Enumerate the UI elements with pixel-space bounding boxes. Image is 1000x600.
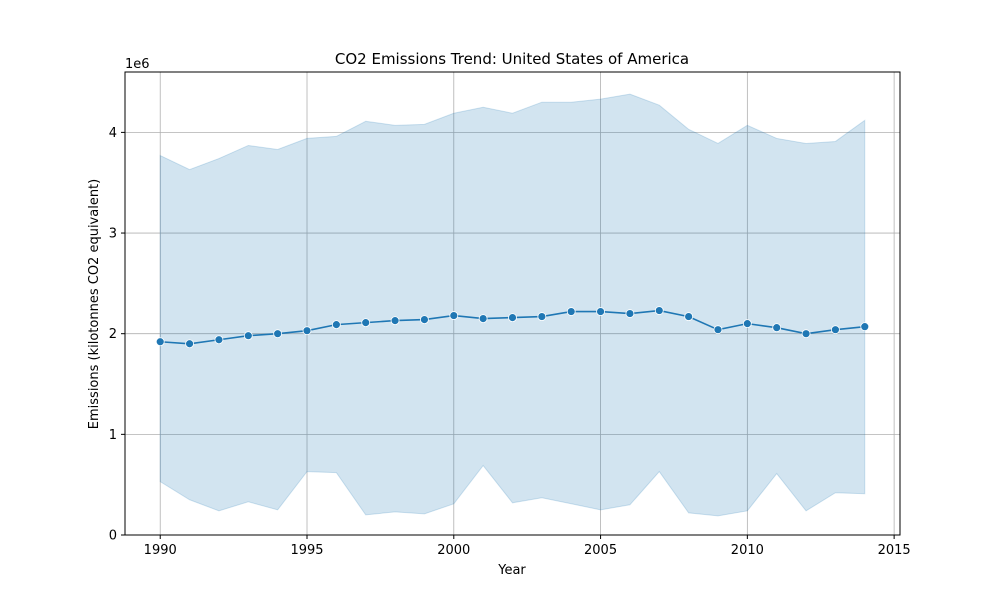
data-point xyxy=(420,315,429,325)
y-tick-label: 1 xyxy=(109,428,117,443)
data-point xyxy=(831,325,840,335)
data-point xyxy=(566,307,576,316)
data-point xyxy=(185,339,194,349)
x-tick-label: 1995 xyxy=(290,543,323,558)
data-point xyxy=(449,311,459,320)
data-point xyxy=(361,318,371,328)
data-point xyxy=(625,309,635,318)
data-point xyxy=(390,316,400,326)
x-axis-ticks: 1990 1995 2000 2005 2010 2015 xyxy=(144,535,911,558)
data-point xyxy=(596,307,605,316)
x-tick-label: 2000 xyxy=(437,543,470,558)
y-axis-label: Emissions (kilotonnes CO2 equivalent) xyxy=(87,179,102,429)
plot-frame xyxy=(124,71,901,536)
data-point xyxy=(331,320,341,330)
x-tick-label: 2005 xyxy=(584,543,617,558)
data-point xyxy=(155,337,165,347)
data-point xyxy=(273,329,283,339)
data-point xyxy=(860,322,870,332)
x-axis-label: Year xyxy=(497,563,526,578)
data-point xyxy=(537,312,547,321)
confidence-band xyxy=(159,93,866,517)
y-axis-offset-label: 1e6 xyxy=(125,57,150,72)
y-tick-label: 2 xyxy=(109,327,117,342)
data-point xyxy=(302,326,312,336)
y-tick-label: 3 xyxy=(109,227,117,242)
x-tick-label: 1990 xyxy=(144,543,177,558)
y-tick-label: 0 xyxy=(109,529,117,544)
confidence-band-layer xyxy=(159,93,866,517)
data-point xyxy=(772,323,782,333)
x-tick-label: 2010 xyxy=(731,543,764,558)
x-tick-label: 2015 xyxy=(878,543,911,558)
data-point xyxy=(243,331,253,341)
y-axis-ticks: 0 1 2 3 4 xyxy=(109,126,125,544)
chart-title: CO2 Emissions Trend: United States of Am… xyxy=(335,50,689,68)
data-point xyxy=(713,325,723,335)
data-point xyxy=(508,313,517,322)
data-point xyxy=(478,314,488,323)
data-point xyxy=(801,329,811,339)
data-points-layer xyxy=(155,306,870,349)
data-point xyxy=(742,319,752,329)
y-tick-label: 4 xyxy=(109,126,117,141)
data-point xyxy=(214,335,224,345)
data-point xyxy=(654,306,664,315)
data-point xyxy=(684,312,694,321)
